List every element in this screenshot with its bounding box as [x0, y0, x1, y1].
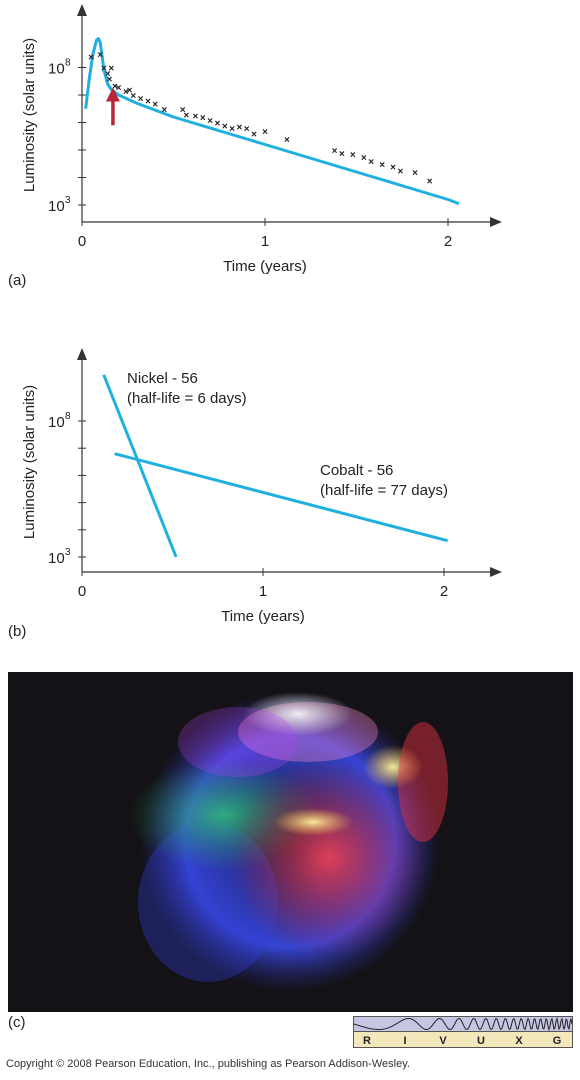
x-tick-label: 2	[444, 233, 452, 250]
observation-marker: ×	[236, 123, 242, 134]
observation-marker: ×	[397, 167, 403, 178]
y-axis-arrowhead	[77, 4, 87, 16]
observation-marker: ×	[284, 135, 290, 146]
observation-marker: ×	[107, 75, 113, 86]
observation-marker: ×	[361, 153, 367, 164]
panel-a-label: (a)	[8, 272, 27, 289]
spectrum-band-X: X	[515, 1035, 523, 1047]
remnant-purple-haze	[178, 707, 298, 777]
spectrum-band-I: I	[403, 1035, 406, 1047]
x-tick-label: 1	[259, 583, 267, 600]
x-tick-label: 1	[261, 233, 269, 250]
observation-marker: ×	[130, 91, 136, 102]
observation-marker: ×	[339, 149, 345, 160]
x-axis-label: Time (years)	[221, 608, 305, 625]
observation-marker: ×	[368, 157, 374, 168]
y-tick-label-exponent: 3	[65, 547, 71, 558]
copyright-notice: Copyright © 2008 Pearson Education, Inc.…	[6, 1058, 410, 1070]
series-annotation: Nickel - 56	[127, 370, 198, 387]
observation-marker: ×	[123, 87, 129, 98]
observation-marker: ×	[138, 94, 144, 105]
observation-marker: ×	[262, 127, 268, 138]
observation-marker: ×	[200, 113, 206, 124]
observation-marker: ×	[127, 86, 133, 97]
y-tick-label: 10	[48, 414, 65, 431]
observation-marker: ×	[152, 99, 158, 110]
y-axis-arrowhead	[77, 348, 87, 360]
observation-marker: ×	[97, 50, 103, 61]
y-tick-label-exponent: 8	[65, 411, 71, 422]
remnant-red-edge	[398, 722, 448, 842]
remnant-white-rim	[243, 692, 353, 736]
observation-marker: ×	[244, 124, 250, 135]
y-tick-label-exponent: 8	[65, 58, 71, 69]
decay-line-1	[114, 452, 448, 543]
observation-marker: ×	[251, 130, 257, 141]
x-tick-label: 0	[78, 233, 86, 250]
observation-marker: ×	[207, 116, 213, 127]
observation-marker: ×	[161, 105, 167, 116]
observation-marker: ×	[88, 53, 94, 64]
arrow-head	[105, 87, 120, 102]
series-annotation: (half-life = 77 days)	[320, 482, 448, 499]
y-tick-label: 10	[48, 198, 65, 215]
supernova-remnant-image	[8, 672, 573, 1012]
observation-marker: ×	[222, 121, 228, 132]
decay-line-0	[102, 374, 178, 558]
model-curve	[84, 37, 460, 206]
x-tick-label: 0	[78, 583, 86, 600]
spectrum-wave	[353, 1016, 573, 1032]
observation-marker: ×	[214, 119, 220, 130]
panel-b-label: (b)	[8, 623, 27, 640]
spectrum-band-V: V	[439, 1035, 447, 1047]
x-axis-label: Time (years)	[223, 258, 307, 275]
observation-marker: ×	[112, 81, 118, 92]
remnant-yellow-knot-1	[363, 745, 423, 789]
observation-marker: ×	[379, 160, 385, 171]
observation-marker: ×	[108, 64, 114, 75]
remnant-yellow-knot-2	[273, 808, 353, 836]
y-tick-label: 10	[48, 61, 65, 78]
x-tick-label: 2	[440, 583, 448, 600]
observation-marker: ×	[183, 110, 189, 121]
spectrum-band-U: U	[477, 1035, 485, 1047]
series-annotation: (half-life = 6 days)	[127, 390, 247, 407]
panel-c-label: (c)	[8, 1014, 26, 1031]
spectrum-band-G: G	[553, 1035, 562, 1047]
x-axis-arrowhead	[490, 567, 502, 577]
y-tick-label-exponent: 3	[65, 195, 71, 206]
x-axis-arrowhead	[490, 217, 502, 227]
observation-marker: ×	[180, 105, 186, 116]
observation-marker: ×	[145, 97, 151, 108]
remnant-svg	[128, 692, 448, 992]
observation-marker: ×	[332, 146, 338, 157]
series-annotation: Cobalt - 56	[320, 462, 393, 479]
y-axis-label: Luminosity (solar units)	[21, 38, 38, 192]
observation-marker: ×	[390, 163, 396, 174]
y-axis-label: Luminosity (solar units)	[21, 385, 38, 539]
y-tick-label: 10	[48, 550, 65, 567]
observation-marker: ×	[105, 69, 111, 80]
observation-marker: ×	[193, 112, 199, 123]
observation-marker: ×	[427, 176, 433, 187]
observation-marker: ×	[229, 124, 235, 135]
spectrum-band-R: R	[363, 1035, 371, 1047]
observation-marker: ×	[350, 150, 356, 161]
observation-marker: ×	[116, 83, 122, 94]
observation-marker: ×	[412, 168, 418, 179]
remnant-red-core	[208, 737, 428, 957]
observation-marker: ×	[101, 64, 107, 75]
